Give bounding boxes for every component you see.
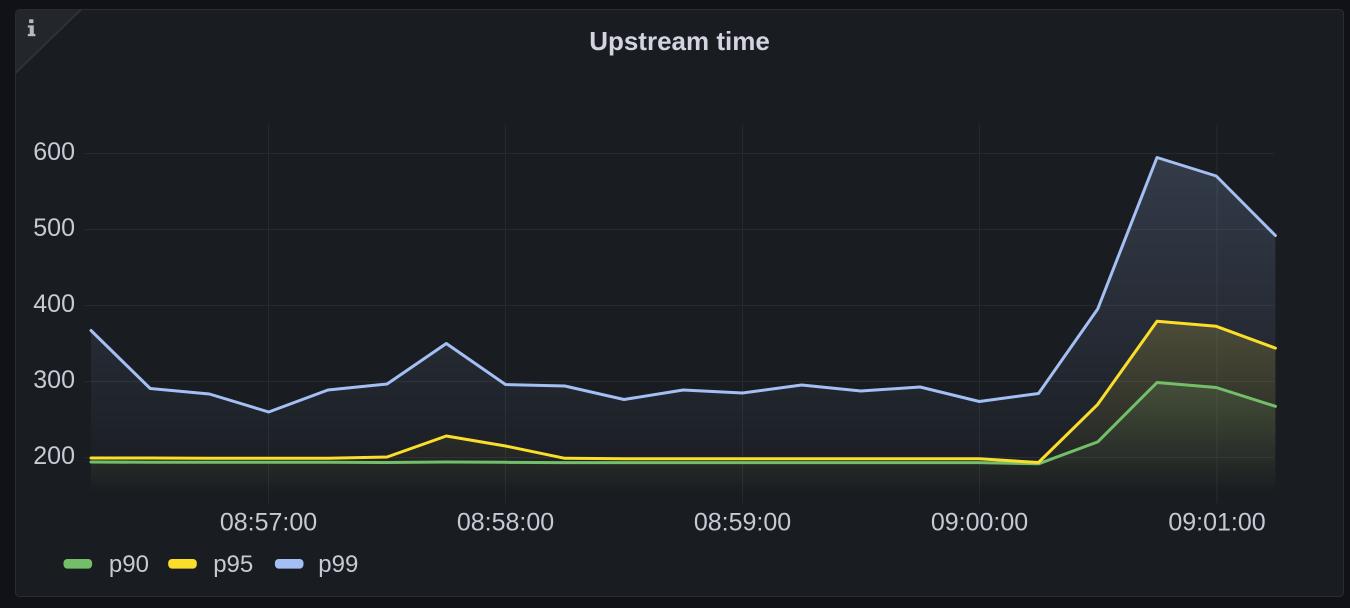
- svg-text:400: 400: [33, 290, 75, 318]
- svg-text:300: 300: [33, 366, 75, 394]
- svg-text:600: 600: [33, 138, 75, 166]
- svg-text:200: 200: [33, 442, 75, 470]
- svg-text:08:57:00: 08:57:00: [220, 509, 317, 537]
- svg-text:08:59:00: 08:59:00: [694, 509, 791, 537]
- svg-text:p90: p90: [109, 551, 149, 578]
- svg-text:08:58:00: 08:58:00: [457, 509, 554, 537]
- svg-text:500: 500: [33, 214, 75, 242]
- svg-text:Upstream time: Upstream time: [589, 26, 770, 56]
- svg-text:09:00:00: 09:00:00: [931, 509, 1028, 537]
- svg-text:09:01:00: 09:01:00: [1168, 509, 1265, 537]
- svg-text:p99: p99: [318, 551, 358, 578]
- svg-text:p95: p95: [213, 551, 253, 578]
